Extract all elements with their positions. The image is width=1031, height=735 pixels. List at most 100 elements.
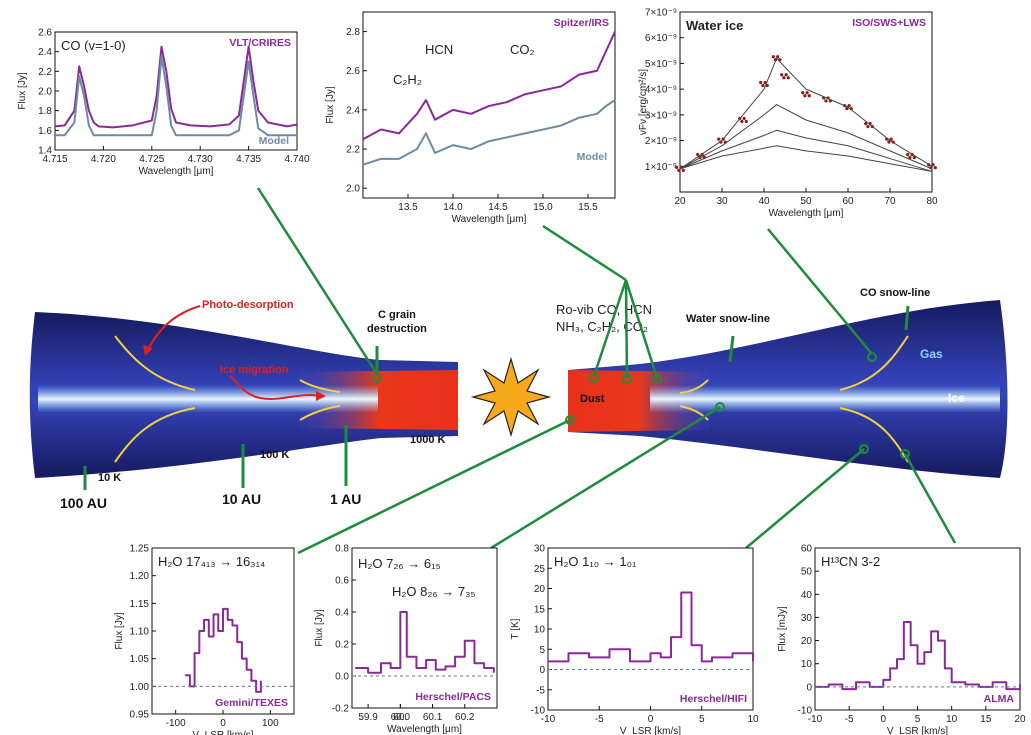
x-tick-label: 4.725 xyxy=(139,154,164,165)
label-hcn: HCN xyxy=(425,42,453,57)
x-tick-label: 10 xyxy=(946,714,958,725)
chart-panel-5: 59.9 60.0 60.1 60.2 60. -0.2 0.0 0.2 0.4 0.6 0.8 Wa… xyxy=(314,544,498,735)
y-tick-label: 2.6 xyxy=(38,28,52,39)
ice-label: Ice xyxy=(948,391,965,405)
panel-title: H₂O 17₄₁₃ → 16₃₁₄ xyxy=(158,554,265,569)
x-tick-label: 60.0 xyxy=(391,712,411,723)
chart-panel-1: 4.715 4.720 4.725 4.730 4.735 4.740 1.4 1.6 1.8 2… xyxy=(17,28,310,178)
gas-label: Gas xyxy=(920,347,943,361)
series-line-1 xyxy=(548,591,754,663)
snowline-outer-right xyxy=(839,335,909,463)
x-tick-label: 10 xyxy=(747,714,759,725)
data-point xyxy=(807,94,811,98)
x-tick-label: 70 xyxy=(884,196,896,207)
x-tick-label: 50 xyxy=(800,196,812,207)
y-tick-label: -10 xyxy=(798,706,813,717)
model-label: Model xyxy=(577,151,607,163)
photo-desorption-label: Photo-desorption xyxy=(202,299,294,311)
y-tick-label: 15 xyxy=(534,604,546,615)
temp-10k: 10 K xyxy=(98,472,121,484)
data-point xyxy=(866,125,870,129)
rovib-label-2: NH₃, C₂H₂, CO₂ xyxy=(556,319,648,334)
x-tick-label: -100 xyxy=(166,718,186,729)
y-tick-label: 2.4 xyxy=(38,47,52,58)
star-icon xyxy=(470,356,552,438)
data-point xyxy=(677,168,681,172)
spectra-panels: 4.715 4.720 4.725 4.730 4.735 4.740 1.4 1.6 1.8 2… xyxy=(17,8,1026,735)
y-axis-label: Flux [Jy] xyxy=(114,612,125,649)
data-point xyxy=(675,165,679,169)
panel-title: Water ice xyxy=(686,18,743,33)
x-tick-label: 15.5 xyxy=(578,202,598,213)
data-point xyxy=(765,83,769,88)
au-10: 10 AU xyxy=(222,491,261,507)
y-tick-label: -0.2 xyxy=(332,704,350,715)
snowline-inner-left xyxy=(299,379,341,421)
x-tick-label: 4.720 xyxy=(91,154,116,165)
label-c2h2: C₂H₂ xyxy=(393,72,422,87)
y-tick-label: 3×10⁻⁹ xyxy=(645,110,677,121)
x-tick-label: 14.0 xyxy=(443,202,463,213)
x-tick-label: 60.2 xyxy=(455,712,475,723)
x-tick-label: 60 xyxy=(842,196,854,207)
series-line-4 xyxy=(679,129,933,172)
plot-frame xyxy=(679,11,933,193)
chart-panel-4: -100 0 100 0.95 1.00 1.05 1.10 1.15 1.20 1.25 V_LS… xyxy=(114,544,295,735)
dust-label: Dust xyxy=(580,393,605,405)
data-point xyxy=(908,155,912,160)
co-snowline-label: CO snow-line xyxy=(860,287,930,299)
y-axis-label: νFν [erg/cm²/s] xyxy=(638,69,649,135)
panel-title: CO (v=1-0) xyxy=(61,38,126,53)
x-tick-label: 5 xyxy=(699,714,705,725)
data-point xyxy=(864,122,868,126)
y-tick-label: 4×10⁻⁹ xyxy=(645,85,677,96)
instrument-label: Herschel/PACS xyxy=(415,691,491,703)
disk-left-ice xyxy=(38,385,378,413)
data-point xyxy=(801,91,805,95)
data-point xyxy=(717,137,721,141)
y-tick-label: 1.00 xyxy=(130,682,150,693)
snowline-outer-left xyxy=(114,335,196,463)
y-tick-label: 10 xyxy=(801,659,813,670)
ice-migration-arrow xyxy=(229,375,321,400)
x-tick-label: 4.735 xyxy=(236,154,261,165)
ice-migration-label: Ice migration xyxy=(220,364,289,376)
y-tick-label: 2.8 xyxy=(346,27,360,38)
data-point xyxy=(847,104,851,108)
data-point xyxy=(887,140,891,144)
instrument-label: ISO/SWS+LWS xyxy=(852,17,926,29)
chart-panel-2: 13.5 14.0 14.5 15.0 15.5 2.0 2.2 2.4 2.6 2.8 Wavel… xyxy=(325,11,616,225)
water-snowline-label: Water snow-line xyxy=(686,313,770,325)
data-point xyxy=(889,137,893,141)
y-tick-label: 1.6 xyxy=(38,126,52,137)
data-point xyxy=(742,116,746,121)
y-tick-label: 1.4 xyxy=(38,146,52,157)
panel-title: H¹³CN 3-2 xyxy=(821,554,880,569)
y-tick-label: 0.4 xyxy=(335,608,349,619)
transition-label-1: H₂O 7₂₆ → 6₁₅ xyxy=(358,556,441,571)
data-point xyxy=(805,91,809,95)
data-point xyxy=(782,76,786,80)
x-tick-label: -10 xyxy=(808,714,823,725)
plot-frame xyxy=(54,31,298,151)
temp-1000k: 1000 K xyxy=(410,434,446,446)
snowline-inner-right xyxy=(679,379,709,421)
y-tick-label: 2.0 xyxy=(38,87,52,98)
y-tick-label: -10 xyxy=(531,706,546,717)
y-tick-label: 20 xyxy=(534,584,546,595)
connector-endpoints xyxy=(372,352,910,459)
y-tick-label: 25 xyxy=(534,564,546,575)
instrument-label: VLT/CRIRES xyxy=(229,37,291,49)
y-tick-label: 1.25 xyxy=(130,544,150,555)
panel-title: H₂O 1₁₀ → 1₀₁ xyxy=(554,554,637,569)
data-point xyxy=(786,76,790,80)
series-line-5 xyxy=(679,145,933,172)
x-tick-label: 0 xyxy=(881,714,887,725)
series-line-1 xyxy=(54,45,298,129)
y-tick-label: 20 xyxy=(801,636,813,647)
x-tick-label: 40 xyxy=(758,196,770,207)
data-point xyxy=(780,73,784,77)
x-tick-label: 5 xyxy=(915,714,921,725)
data-point xyxy=(681,168,685,172)
